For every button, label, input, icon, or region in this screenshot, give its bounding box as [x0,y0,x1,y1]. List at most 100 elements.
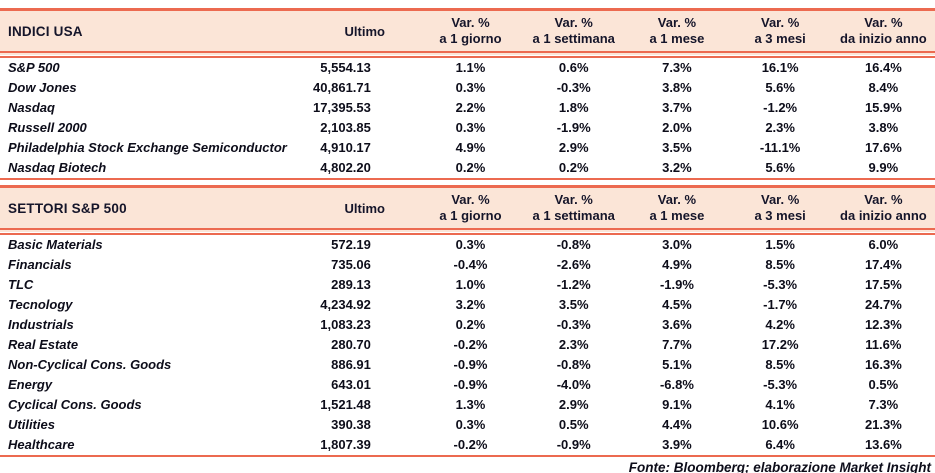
table-row: Basic Materials 572.19 0.3% -0.8% 3.0% 1.5% 6.… [0,232,935,256]
var-percent-value: -0.4% [453,257,488,272]
row-label: Tecnology [8,297,73,312]
ultimo-value: 390.38 [331,417,371,432]
var-percent-value: 16.1% [761,60,799,75]
var-percent-value: 4.1% [765,397,795,412]
var-percent-value: 4.4% [662,417,692,432]
source-note: Fonte: Bloomberg; elaborazione Market In… [628,460,931,473]
var-percent-value: 2.3% [558,337,589,352]
ultimo-value: 572.19 [331,237,371,252]
table-row: Healthcare 1,807.39 -0.2% -0.9% 3.9% 6.4% 13.6… [0,435,935,457]
row-label: Real Estate [8,337,79,352]
var-percent-value: 1.0% [455,277,486,292]
settori-sp500-table: SETTORI S&P 500 Ultimo Var. % a 1 giorno V… [0,185,935,457]
var-percent-value: 8.5% [765,357,795,372]
column-header-var-percent: Var. % a 3 mesi [728,8,832,58]
column-header-var-percent: Var. % a 1 mese [625,185,729,235]
var-percent-value: 0.3% [455,237,486,252]
var-percent-value: 7.3% [868,397,899,412]
var-percent-value: 2.0% [662,120,692,135]
column-header-var-percent: Var. % a 3 mesi [728,185,832,235]
var-percent-value: 0.3% [455,120,486,135]
var-percent-value: -0.9% [453,357,488,372]
var-percent-value: -2.6% [556,257,591,272]
var-percent-value: 9.1% [662,397,692,412]
indici-usa-table: INDICI USA Ultimo Var. % a 1 giorno Var. %… [0,8,935,180]
row-label: Nasdaq [8,100,55,115]
var-percent-value: 4.9% [662,257,692,272]
row-label: Basic Materials [8,237,103,252]
var-percent-value: 8.5% [765,257,795,272]
ultimo-value: 40,861.71 [313,80,371,95]
row-label: Non-Cyclical Cons. Goods [8,357,172,372]
var-percent-value: 7.7% [662,337,692,352]
row-label: Utilities [8,417,55,432]
ultimo-value: 17,395.53 [313,100,371,115]
table-row: Nasdaq Biotech 4,802.20 0.2% 0.2% 3.2% 5.6% 9.… [0,158,935,180]
var-percent-value: 0.3% [455,80,486,95]
var-percent-value: 17.5% [864,277,902,292]
var-percent-value: 5.6% [765,80,795,95]
var-percent-value: 21.3% [864,417,902,432]
table-row: Tecnology 4,234.92 3.2% 3.5% 4.5% -1.7% 24.7% [0,295,935,315]
ultimo-value: 4,910.17 [320,140,371,155]
var-percent-value: 2.3% [765,120,795,135]
var-percent-value: -0.9% [522,435,626,457]
var-percent-value: -0.2% [453,337,488,352]
ultimo-value: 643.01 [331,377,371,392]
column-header-var-percent: Var. % a 1 settimana [522,185,626,235]
var-percent-value: 3.6% [662,317,692,332]
table-row: Russell 2000 2,103.85 0.3% -1.9% 2.0% 2.3% 3.8… [0,118,935,138]
ultimo-value: 4,234.92 [320,297,371,312]
ultimo-value: 1,083.23 [320,317,371,332]
table-row: Energy 643.01 -0.9% -4.0% -6.8% -5.3% 0.5% [0,375,935,395]
row-label: Philadelphia Stock Exchange Semiconducto… [8,140,287,155]
table-row: Real Estate 280.70 -0.2% 2.3% 7.7% 17.2% 11.6% [0,335,935,355]
var-percent-value: -0.3% [556,317,591,332]
row-label: Russell 2000 [8,120,87,135]
var-percent-value: 24.7% [864,297,902,312]
var-percent-value: 3.2% [455,297,486,312]
var-percent-value: 6.0% [868,237,899,252]
column-header-var-percent: Var. % da inizio anno [831,185,935,235]
var-percent-value: 17.4% [864,257,902,272]
column-header-var-percent: Var. % a 1 mese [625,8,729,58]
ultimo-value: 280.70 [331,337,371,352]
var-percent-value: 3.0% [662,237,692,252]
var-percent-value: -0.8% [556,237,591,252]
table-row: Utilities 390.38 0.3% 0.5% 4.4% 10.6% 21.3% [0,415,935,435]
var-percent-value: 0.3% [455,417,486,432]
ultimo-value: 2,103.85 [320,120,371,135]
row-label: Financials [8,257,72,272]
column-header-ultimo: Ultimo [310,185,419,235]
table-row: Cyclical Cons. Goods 1,521.48 1.3% 2.9% 9.1%… [0,395,935,415]
var-percent-value: -4.0% [556,377,591,392]
column-header-var-percent: Var. % a 1 giorno [418,185,523,235]
var-percent-value: 10.6% [761,417,799,432]
column-header-var-percent: Var. % da inizio anno [831,8,935,58]
indici-usa-header-row: INDICI USA Ultimo Var. % a 1 giorno Var. %… [0,8,935,58]
var-percent-value: 8.4% [868,80,899,95]
ultimo-value: 1,521.48 [320,397,371,412]
settori-sp500-header-row: SETTORI S&P 500 Ultimo Var. % a 1 giorno V… [0,185,935,235]
var-percent-value: 0.5% [558,417,589,432]
row-label: TLC [8,277,34,292]
var-percent-value: 3.9% [625,435,729,457]
var-percent-value: 2.9% [558,140,589,155]
var-percent-value: 16.4% [864,60,902,75]
table-title-settori-sp500: SETTORI S&P 500 [0,185,311,235]
var-percent-value: -0.8% [556,357,591,372]
ultimo-value: 1,807.39 [310,435,419,457]
var-percent-value: 15.9% [864,100,902,115]
var-percent-value: 2.2% [455,100,486,115]
var-percent-value: 0.2% [418,158,523,180]
var-percent-value: 3.5% [662,140,692,155]
row-label: Industrials [8,317,74,332]
var-percent-value: 3.8% [868,120,899,135]
var-percent-value: 4.5% [662,297,692,312]
ultimo-value: 886.91 [331,357,371,372]
var-percent-value: -0.2% [418,435,523,457]
table-row: Industrials 1,083.23 0.2% -0.3% 3.6% 4.2% 12.3… [0,315,935,335]
row-label: Dow Jones [8,80,77,95]
var-percent-value: 11.6% [865,337,902,352]
